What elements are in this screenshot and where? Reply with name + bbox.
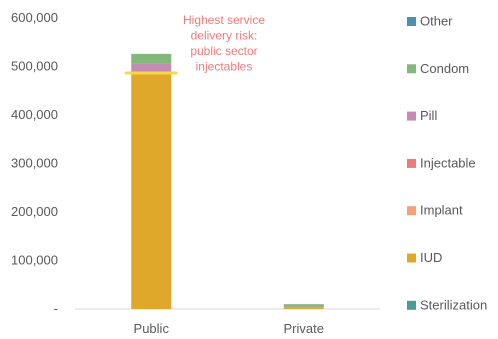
legend: Other Condom Pill Injectable Implant IUD Steri…: [407, 14, 487, 312]
annotation-text: injectables: [196, 60, 253, 74]
y-tick-label: 400,000: [11, 107, 58, 122]
legend-label: Injectable: [420, 155, 476, 170]
y-tick-label: 500,000: [11, 59, 58, 74]
bar-public-condom: [131, 53, 172, 64]
bar-private-iud: [283, 307, 324, 309]
bar-public-pill: [131, 63, 172, 73]
annotation: Highest service delivery risk:public sect…: [124, 13, 265, 75]
legend-label: Other: [420, 14, 453, 29]
y-tick-label: 600,000: [11, 10, 58, 25]
legend-swatch: [407, 158, 416, 168]
annotation-text: delivery risk:: [191, 29, 258, 43]
bar-private-condom: [283, 304, 324, 307]
bar-public-iud: [131, 73, 172, 310]
legend-swatch: [407, 17, 416, 26]
legend-swatch: [407, 206, 416, 216]
bars: [131, 53, 324, 310]
y-tick-label: 300,000: [11, 156, 58, 171]
annotation-text: Highest service: [183, 13, 265, 27]
x-tick-label: Public: [134, 321, 170, 336]
y-tick-label: 200,000: [11, 204, 58, 219]
x-axis: Public Private: [134, 321, 324, 336]
legend-label: IUD: [420, 250, 442, 265]
legend-label: Condom: [420, 61, 469, 76]
legend-label: Pill: [420, 108, 437, 123]
legend-label: Sterilization: [420, 297, 487, 312]
legend-swatch: [407, 64, 416, 74]
bar-private-pill: [283, 306, 324, 308]
y-tick-label: -: [54, 301, 58, 316]
legend-swatch: [407, 300, 416, 310]
annotation-text: public sector: [190, 44, 257, 58]
legend-swatch: [407, 253, 416, 263]
y-tick-label: 100,000: [11, 253, 58, 268]
legend-swatch: [407, 111, 416, 121]
y-axis: - 100,000 200,000 300,000 400,000 500,000 600,…: [11, 10, 58, 316]
legend-label: Implant: [420, 203, 463, 218]
x-tick-label: Private: [284, 321, 324, 336]
